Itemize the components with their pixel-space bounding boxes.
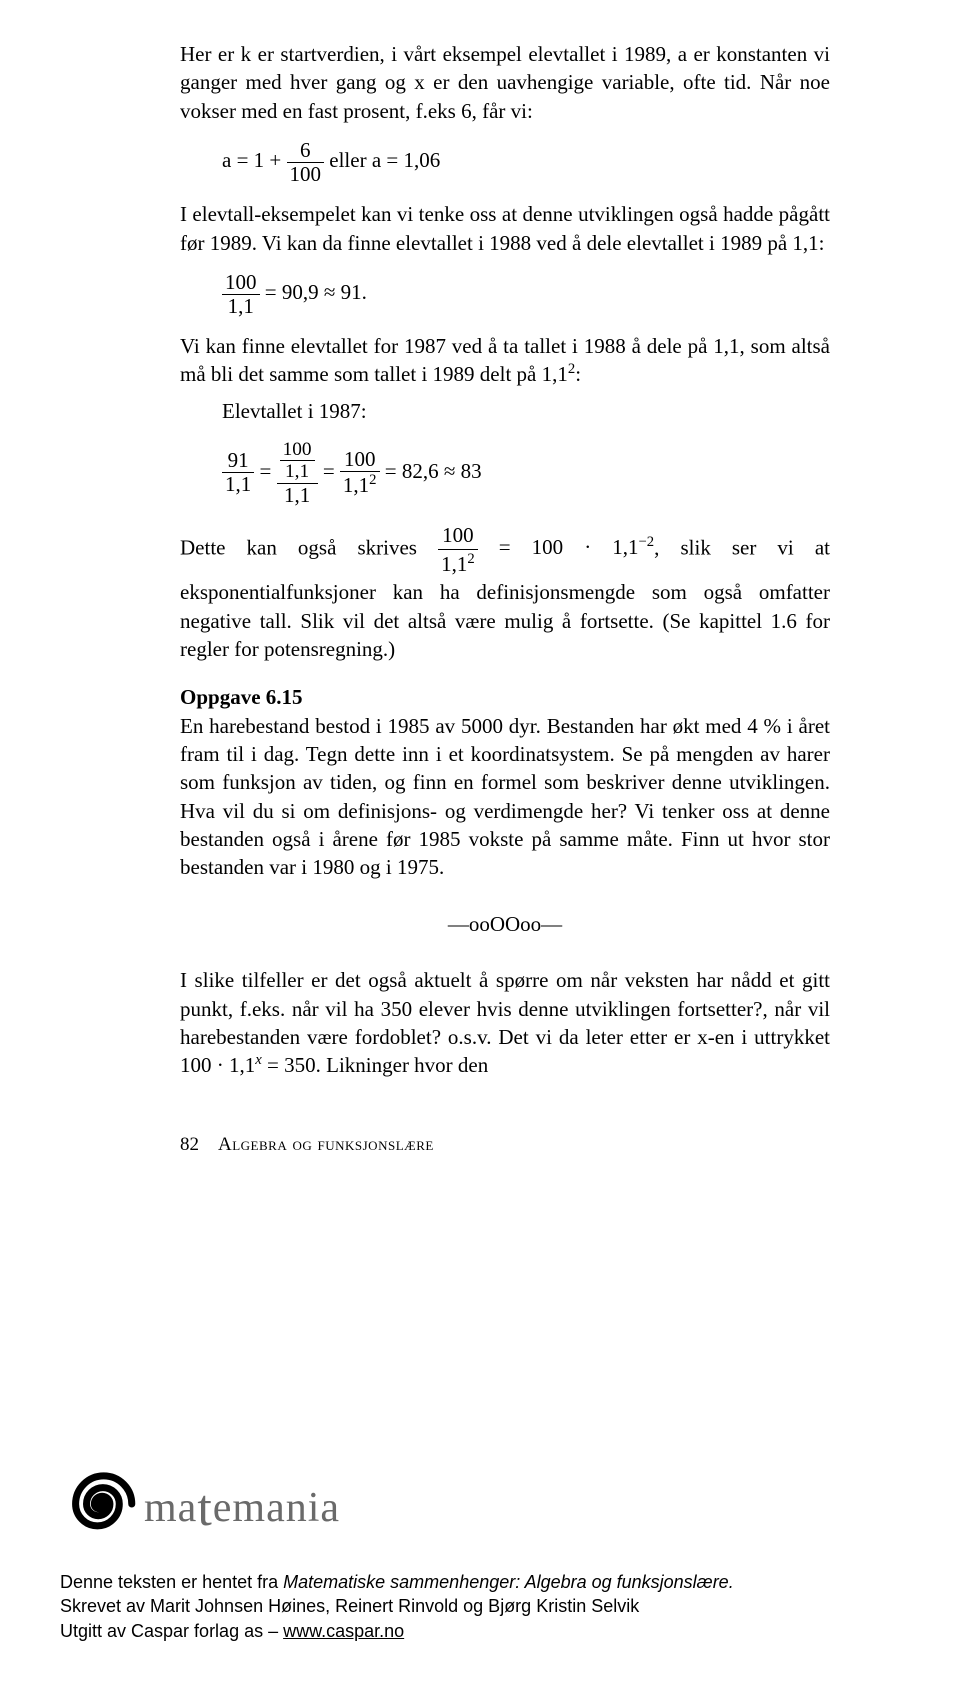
label-elevtallet-1987: Elevtallet i 1987: xyxy=(222,397,830,425)
paragraph-intro: Her er k er startverdien, i vårt eksempe… xyxy=(180,40,830,125)
paragraph-growth-question: I slike tilfeller er det også aktuelt å … xyxy=(180,966,830,1079)
caspar-link[interactable]: www.caspar.no xyxy=(283,1621,404,1641)
paragraph-exponential-neg: Dette kan også skrives 1001,12 = 100 · 1… xyxy=(180,521,830,664)
logo-wordmark: matemania xyxy=(144,1475,340,1534)
equation-division-1988: 1001,1 = 90,9 ≈ 91. xyxy=(222,271,830,318)
equation-1987-calc: 911,1 = 1001,1 1,1 = 100 1,12 = 82,6 ≈ 8… xyxy=(222,439,830,507)
oppgave-heading: Oppgave 6.15 xyxy=(180,683,830,711)
credits-block: Denne teksten er hentet fra Matematiske … xyxy=(60,1570,734,1643)
equation-a-growth: a = 1 + 6100 eller a = 1,06 xyxy=(222,139,830,186)
separator-ornament: —ooOOoo— xyxy=(180,910,830,938)
paragraph-elevtall: I elevtall-eksempelet kan vi tenke oss a… xyxy=(180,200,830,257)
paragraph-1987: Vi kan finne elevtallet for 1987 ved å t… xyxy=(180,332,830,389)
logo-matemania: matemania xyxy=(60,1465,340,1543)
spiral-icon xyxy=(60,1465,138,1543)
page-footer: 82 Algebra og funksjonslære xyxy=(180,1132,830,1158)
oppgave-text: En harebestand bestod i 1985 av 5000 dyr… xyxy=(180,712,830,882)
